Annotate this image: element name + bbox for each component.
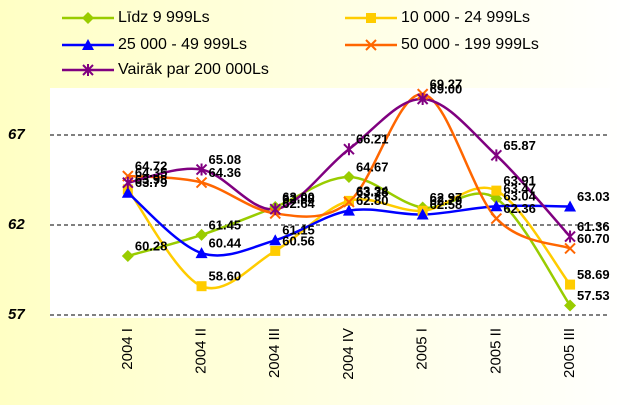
legend-marker [365, 39, 377, 51]
data-label: 62.36 [503, 201, 536, 216]
data-label: 61.36 [577, 219, 610, 234]
data-label: 63.34 [356, 183, 389, 198]
data-label: 63.98 [135, 172, 168, 187]
legend-marker [82, 12, 94, 24]
data-label: 64.36 [209, 165, 242, 180]
data-label: 66.21 [356, 132, 389, 147]
data-label: 62.64 [282, 196, 315, 211]
marker [490, 200, 503, 212]
data-label: 60.44 [209, 236, 242, 251]
legend-label: 25 000 - 49 999Ls [118, 36, 247, 53]
marker [564, 242, 576, 255]
data-label: 63.00 [282, 189, 315, 204]
x-tick-label: 2004 IV [340, 328, 357, 380]
legend-label: 10 000 - 24 999Ls [401, 9, 530, 26]
data-label: 64.72 [135, 158, 168, 173]
x-tick-label: 2005 I [414, 328, 431, 370]
marker [564, 200, 577, 212]
marker [121, 249, 134, 262]
data-label: 63.03 [577, 189, 610, 204]
data-label: 65.08 [209, 152, 242, 167]
marker [564, 230, 576, 243]
data-label: 69.00 [430, 81, 463, 96]
marker [342, 204, 355, 216]
data-label: 62.79 [430, 193, 463, 208]
x-tick-label: 2005 II [487, 328, 504, 374]
legend-label: 50 000 - 199 999Ls [401, 36, 539, 53]
marker [122, 176, 134, 189]
marker [195, 163, 208, 176]
marker [343, 143, 355, 156]
x-tick-label: 2004 I [119, 328, 136, 370]
data-label: 63.04 [503, 189, 536, 204]
data-label: 62.97 [430, 190, 463, 205]
marker [195, 247, 208, 259]
marker [343, 196, 355, 208]
marker [195, 176, 208, 189]
data-label: 65.87 [503, 138, 536, 153]
legend-marker [366, 13, 376, 23]
data-label: 63.28 [356, 184, 389, 199]
data-label: 62.80 [356, 193, 389, 208]
legend-marker [82, 64, 94, 76]
data-label: 63.47 [503, 181, 536, 196]
marker [270, 245, 281, 256]
legend-marker [82, 39, 94, 50]
data-label: 63.91 [503, 173, 536, 188]
y-tick-label: 62 [8, 216, 25, 233]
data-label: 60.70 [577, 231, 610, 246]
data-label: 57.53 [577, 288, 610, 303]
data-label: 63.79 [135, 175, 168, 190]
data-label: 60.28 [135, 238, 168, 253]
legend-label: Līdz 9 999Ls [118, 9, 210, 26]
data-label: 58.69 [577, 267, 610, 282]
x-tick-label: 2004 II [193, 328, 210, 374]
marker [269, 203, 281, 216]
data-label: 62.88 [282, 192, 315, 207]
marker [491, 185, 502, 196]
data-label: 60.56 [282, 233, 315, 248]
marker [416, 208, 429, 220]
marker [490, 212, 503, 225]
y-tick-label: 57 [8, 306, 25, 323]
marker [195, 228, 208, 241]
marker [342, 170, 355, 183]
data-label: 61.15 [282, 223, 315, 238]
marker [269, 234, 282, 246]
marker [416, 93, 429, 105]
legend-label: Vairāk par 200 000Ls [118, 61, 269, 78]
data-label: 62.58 [430, 197, 463, 212]
marker [121, 186, 134, 198]
x-tick-label: 2005 III [561, 328, 578, 378]
data-label: 64.35 [135, 165, 168, 180]
y-tick-label: 67 [8, 126, 25, 143]
marker [564, 299, 577, 312]
marker [490, 149, 503, 162]
marker [196, 281, 207, 292]
data-label: 69.27 [430, 77, 463, 92]
data-label: 61.45 [209, 217, 242, 232]
data-label: 58.60 [209, 269, 242, 284]
marker [565, 279, 576, 290]
x-tick-label: 2004 III [266, 328, 283, 378]
plot-area [50, 88, 610, 318]
data-label: 64.67 [356, 159, 389, 174]
